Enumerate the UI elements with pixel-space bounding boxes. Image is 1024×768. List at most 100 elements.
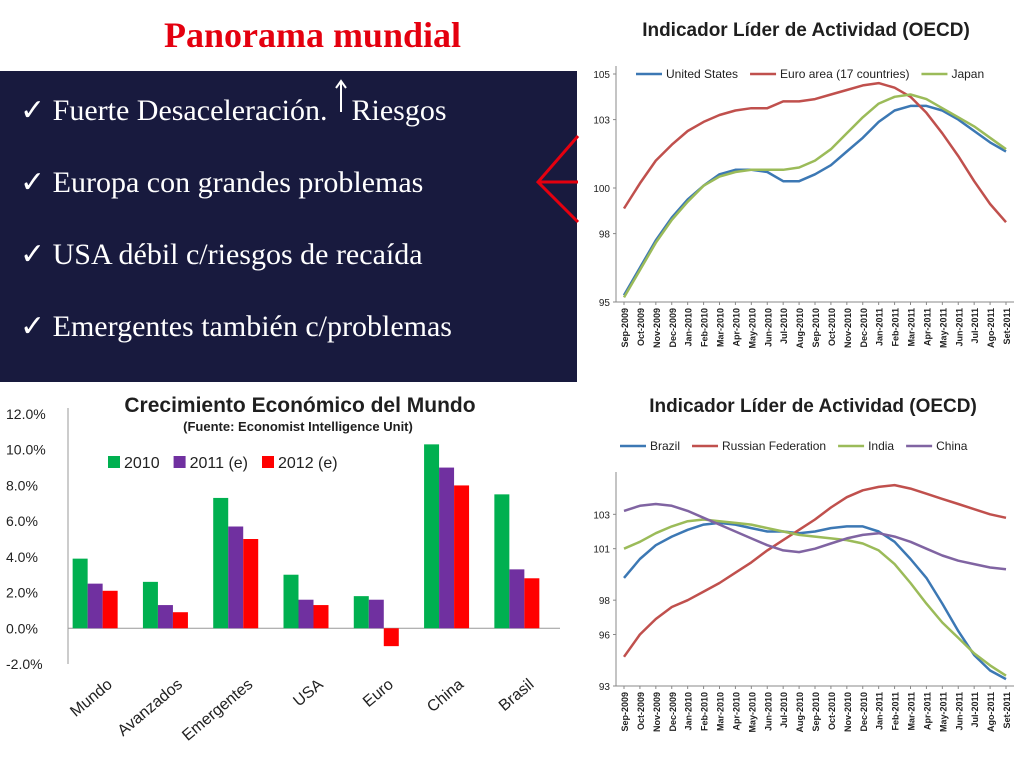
bar-euro-2011: [368, 599, 384, 629]
series-line-india: [623, 518, 1007, 677]
y-tick-label: -2.0%: [6, 656, 43, 672]
x-tick-label: Nov-2010: [843, 692, 853, 732]
bar-china-2011: [439, 467, 455, 629]
bar-usa-2011: [298, 599, 314, 629]
x-tick-label: Mar-2010: [716, 308, 726, 347]
x-tick-label: Apr-2010: [731, 692, 741, 731]
y-tick-label: 0.0%: [6, 620, 38, 636]
x-tick-label: May-2011: [938, 308, 948, 348]
y-tick-label: 10.0%: [6, 442, 46, 458]
x-tick-label: Ago-2011: [986, 308, 996, 348]
bar-avanzados-2010: [142, 581, 158, 629]
x-tick-label: Jul-2010: [779, 692, 789, 728]
x-tick-label: May-2010: [747, 308, 757, 349]
y-tick-label: 103: [593, 116, 610, 127]
x-tick-label: Feb-2010: [700, 692, 710, 731]
x-tick-label: Jun-2011: [954, 308, 964, 347]
x-tick-label: Feb-2011: [891, 308, 901, 347]
legend-label: 2011 (e): [190, 455, 248, 472]
series-line-russian-federation: [622, 483, 1007, 658]
slide-title: Panorama mundial: [163, 15, 462, 55]
x-tick-label: Set-2011: [1002, 692, 1012, 729]
x-tick-label: Jun-2010: [763, 692, 773, 731]
x-tick-label: Aug-2010: [795, 692, 805, 733]
x-tick-label: Jun-2010: [763, 308, 773, 347]
x-tick-label: May-2010: [747, 692, 757, 733]
bar-emergentes-2011: [228, 526, 244, 629]
bar-avanzados-2011: [157, 605, 173, 629]
up-arrow-icon: [328, 79, 352, 128]
bar-brasil-2011: [509, 569, 525, 629]
x-tick-label: Dec-2010: [859, 308, 869, 348]
bullet-text: USA débil c/riesgos de recaída: [52, 238, 423, 271]
x-tick-label: Jul-2010: [779, 308, 789, 344]
x-tick-label: Apr-2011: [922, 692, 932, 730]
series-line-euro-area-17-countries-: [622, 81, 1007, 224]
category-label: Brasil: [496, 676, 538, 715]
y-tick-label: 96: [599, 631, 611, 642]
check-mark-icon: ✓: [20, 94, 46, 127]
bullet-item: ✓ Europa con grandes problemas: [20, 165, 423, 200]
bar-china-2012: [454, 485, 470, 629]
bar-china-2010: [424, 444, 440, 629]
bullet-suffix: Riesgos: [351, 94, 447, 127]
y-tick-label: 8.0%: [6, 477, 38, 493]
x-tick-label: Feb-2010: [700, 308, 710, 347]
x-tick-label: Nov-2010: [843, 308, 853, 348]
y-tick-label: 101: [593, 545, 610, 556]
legend-swatch: [262, 456, 274, 468]
x-tick-label: Jan-2010: [684, 692, 694, 731]
x-tick-label: Mar-2011: [907, 692, 917, 731]
x-tick-label: Nov-2009: [652, 692, 662, 732]
line-chart-us-euro-japan: Indicador Líder de Actividad (OECD) 95 98…: [593, 20, 1014, 349]
x-tick-label: Jun-2011: [954, 692, 964, 731]
bar-emergentes-2010: [213, 497, 229, 629]
bullet-item: ✓ USA débil c/riesgos de recaída: [20, 237, 423, 272]
x-tick-label: Feb-2011: [891, 692, 901, 731]
category-label: Mundo: [67, 676, 115, 721]
check-mark-icon: ✓: [20, 238, 46, 271]
pointer-arrow-icon: [535, 135, 580, 224]
legend-swatch: [173, 456, 186, 468]
legend-label: United States: [666, 67, 738, 81]
category-label: USA: [290, 676, 326, 710]
y-tick-label: 105: [593, 70, 610, 81]
chart-title: Indicador Líder de Actividad (OECD): [649, 396, 977, 417]
chart-title: Indicador Líder de Actividad (OECD): [642, 20, 970, 41]
x-tick-label: May-2011: [938, 692, 948, 732]
y-tick-label: 98: [599, 230, 611, 241]
bar-euro-2010: [353, 596, 369, 629]
bar-usa-2012: [313, 605, 329, 629]
legend-label: India: [868, 439, 894, 453]
bar-avanzados-2012: [172, 612, 188, 629]
chart-title: Crecimiento Económico del Mundo: [124, 394, 475, 417]
y-tick-label: 93: [599, 682, 611, 693]
bar-brasil-2010: [494, 494, 510, 629]
category-label: Emergentes: [179, 676, 256, 744]
legend-label: Brazil: [650, 439, 680, 453]
y-tick-label: 6.0%: [6, 513, 38, 529]
x-tick-label: Dec-2009: [668, 308, 678, 348]
category-label: Avanzados: [115, 676, 186, 740]
x-tick-label: Apr-2011: [922, 308, 932, 346]
bullet-text: Emergentes también c/problemas: [52, 310, 452, 343]
series-line-united-states: [622, 104, 1007, 296]
bar-chart-growth: Crecimiento Económico del Mundo (Fuente:…: [6, 394, 560, 745]
legend-label: 2010: [124, 455, 160, 472]
y-tick-label: 100: [593, 184, 610, 195]
check-mark-icon: ✓: [20, 310, 46, 343]
y-tick-label: 2.0%: [6, 585, 38, 601]
x-tick-label: Mar-2010: [716, 692, 726, 731]
legend-label: Japan: [951, 67, 984, 81]
x-tick-label: Oct-2009: [636, 308, 646, 346]
x-tick-label: Sep-2009: [620, 692, 630, 732]
bullet-item: ✓ Fuerte Desaceleración. Riesgos: [20, 79, 447, 128]
bullet-panel: ✓ Fuerte Desaceleración. Riesgos ✓ Europa…: [0, 71, 577, 382]
bar-usa-2010: [283, 574, 299, 629]
bar-mundo-2012: [102, 590, 118, 629]
y-tick-label: 12.0%: [6, 406, 46, 422]
bullet-text: Fuerte Desaceleración.: [52, 94, 328, 127]
x-tick-label: Apr-2010: [731, 308, 741, 347]
chart-subtitle: (Fuente: Economist Intelligence Unit): [183, 419, 413, 434]
x-tick-label: Sep-2009: [620, 308, 630, 348]
